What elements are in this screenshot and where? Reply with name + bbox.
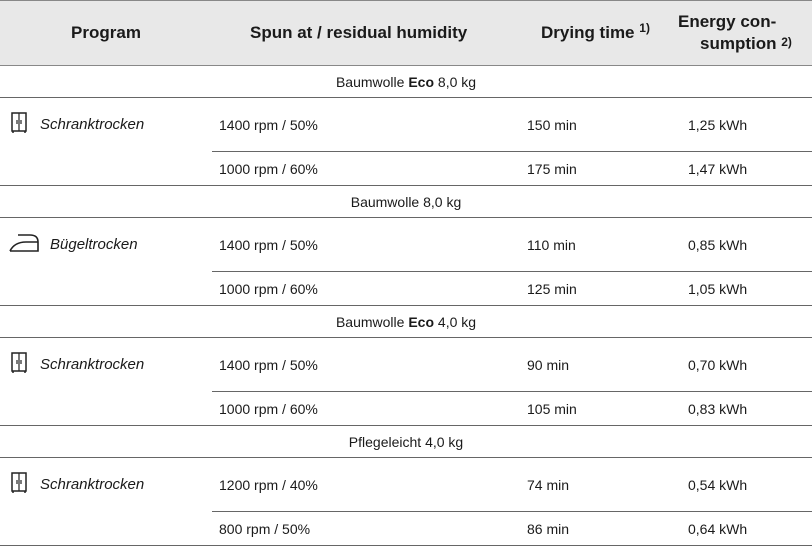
- spun-value: 1000 rpm / 60%: [212, 151, 512, 186]
- spun-value: 1200 rpm / 40%: [212, 457, 512, 512]
- energy-value: 0,70 kWh: [674, 337, 812, 392]
- time-value: 110 min: [512, 217, 674, 272]
- energy-value: 1,47 kWh: [674, 151, 812, 186]
- program-cell-empty: [0, 511, 212, 546]
- section-title: Pflegeleicht 4,0 kg: [0, 425, 812, 458]
- table-header-row: Program Spun at / residual humidity Dryi…: [0, 0, 812, 66]
- program-label: Bügeltrocken: [50, 236, 138, 254]
- time-value: 86 min: [512, 511, 674, 546]
- section-row: Pflegeleicht 4,0 kg: [0, 425, 812, 458]
- program-cell-empty: [0, 391, 212, 426]
- section-title: Baumwolle 8,0 kg: [0, 185, 812, 218]
- time-value: 125 min: [512, 271, 674, 306]
- table-row: Schranktrocken 1200 rpm / 40% 74 min 0,5…: [0, 457, 812, 512]
- table-body: Baumwolle Eco 8,0 kg Schranktrocken 1400…: [0, 65, 812, 546]
- program-label: Schranktrocken: [40, 356, 145, 374]
- program-cell: Schranktrocken: [0, 458, 212, 512]
- program-cell: Bügeltrocken: [0, 218, 212, 272]
- table-row: Bügeltrocken 1400 rpm / 50% 110 min 0,85…: [0, 217, 812, 272]
- energy-value: 0,64 kWh: [674, 511, 812, 546]
- program-cell: Schranktrocken: [0, 338, 212, 392]
- table-row: 1000 rpm / 60% 105 min 0,83 kWh: [0, 391, 812, 426]
- spun-value: 1400 rpm / 50%: [212, 217, 512, 272]
- section-row: Baumwolle 8,0 kg: [0, 185, 812, 218]
- spun-value: 1000 rpm / 60%: [212, 391, 512, 426]
- wardrobe-icon: [10, 352, 28, 377]
- header-drying-time: Drying time 1): [512, 0, 674, 66]
- time-value: 90 min: [512, 337, 674, 392]
- header-spun: Spun at / residual humidity: [212, 0, 512, 66]
- iron-icon: [8, 232, 40, 257]
- table-row: Schranktrocken 1400 rpm / 50% 90 min 0,7…: [0, 337, 812, 392]
- spun-value: 1400 rpm / 50%: [212, 97, 512, 152]
- spun-value: 1400 rpm / 50%: [212, 337, 512, 392]
- program-label: Schranktrocken: [40, 476, 145, 494]
- table-row: 1000 rpm / 60% 125 min 1,05 kWh: [0, 271, 812, 306]
- wardrobe-icon: [10, 472, 28, 497]
- energy-value: 0,85 kWh: [674, 217, 812, 272]
- section-title: Baumwolle Eco 4,0 kg: [0, 305, 812, 338]
- section-title: Baumwolle Eco 8,0 kg: [0, 65, 812, 98]
- table-row: 800 rpm / 50% 86 min 0,64 kWh: [0, 511, 812, 546]
- program-cell-empty: [0, 151, 212, 186]
- time-value: 74 min: [512, 457, 674, 512]
- header-energy: Energy con- sumption 2): [674, 0, 812, 66]
- time-value: 150 min: [512, 97, 674, 152]
- spun-value: 1000 rpm / 60%: [212, 271, 512, 306]
- table-row: 1000 rpm / 60% 175 min 1,47 kWh: [0, 151, 812, 186]
- program-cell: Schranktrocken: [0, 98, 212, 152]
- wardrobe-icon: [10, 112, 28, 137]
- section-row: Baumwolle Eco 8,0 kg: [0, 65, 812, 98]
- time-value: 105 min: [512, 391, 674, 426]
- header-program: Program: [0, 0, 212, 66]
- energy-value: 0,83 kWh: [674, 391, 812, 426]
- time-value: 175 min: [512, 151, 674, 186]
- spun-value: 800 rpm / 50%: [212, 511, 512, 546]
- program-label: Schranktrocken: [40, 116, 145, 134]
- table-row: Schranktrocken 1400 rpm / 50% 150 min 1,…: [0, 97, 812, 152]
- energy-value: 1,25 kWh: [674, 97, 812, 152]
- energy-value: 0,54 kWh: [674, 457, 812, 512]
- energy-value: 1,05 kWh: [674, 271, 812, 306]
- section-row: Baumwolle Eco 4,0 kg: [0, 305, 812, 338]
- program-cell-empty: [0, 271, 212, 306]
